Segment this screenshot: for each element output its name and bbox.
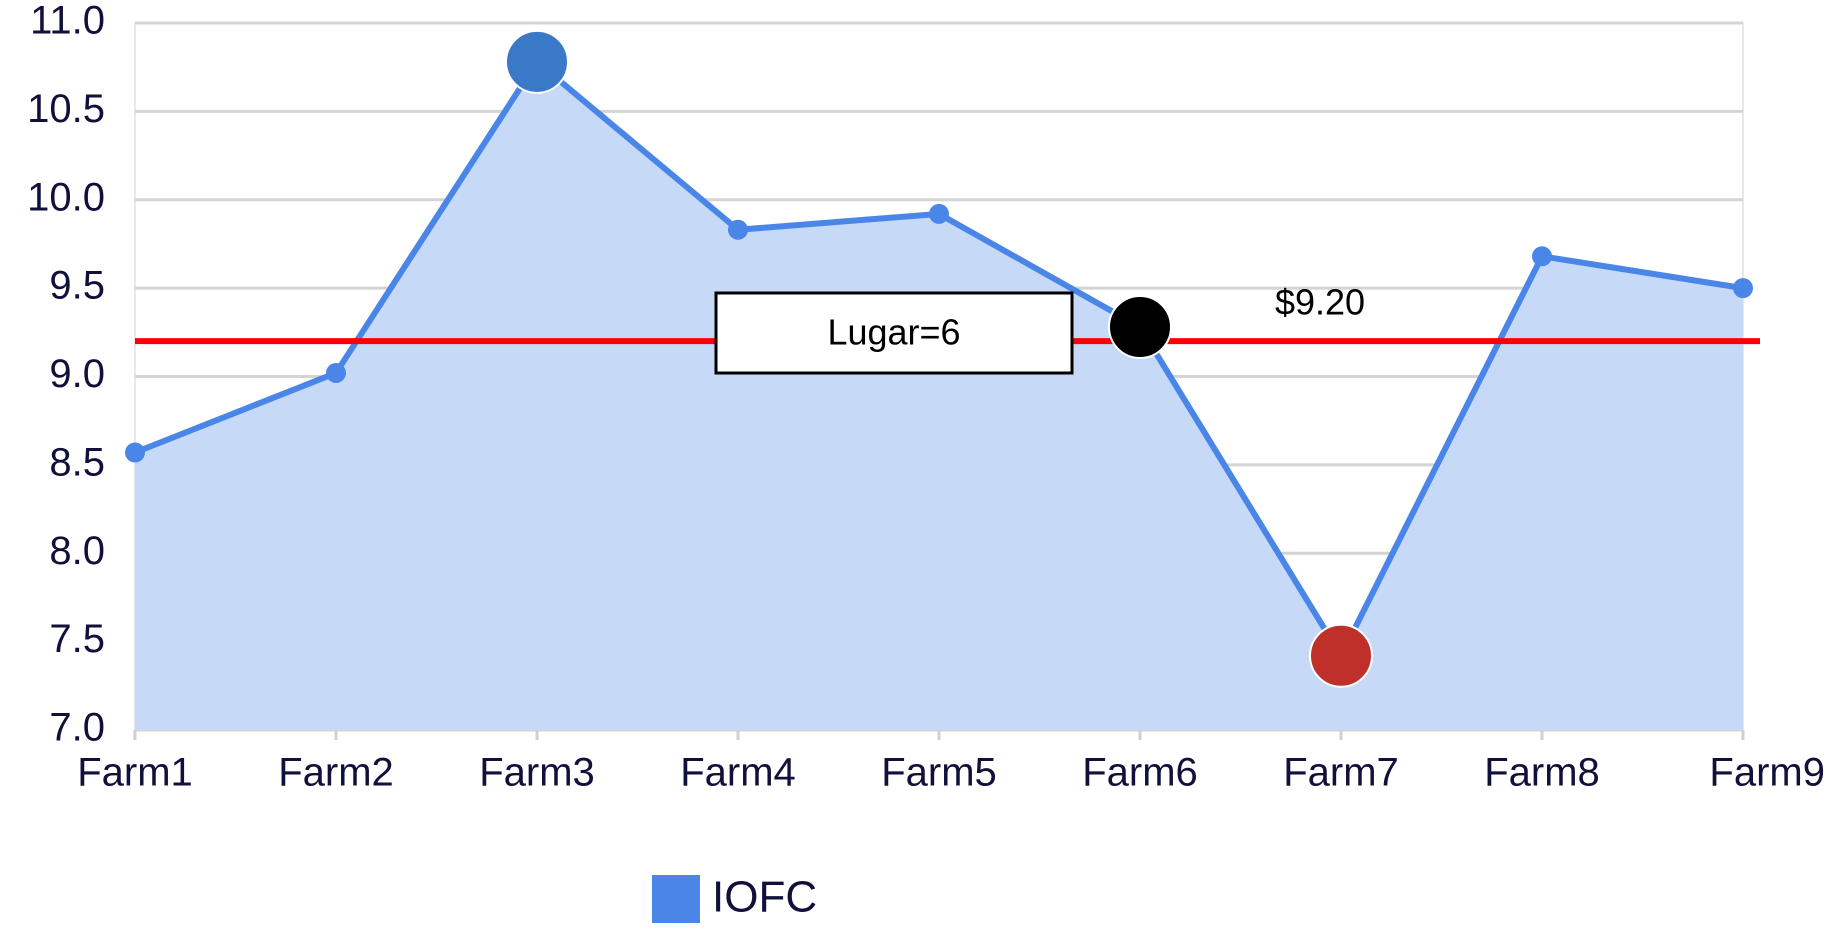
highlight-point bbox=[1108, 295, 1172, 360]
legend-label: IOFC bbox=[712, 873, 817, 922]
y-tick-label: 7.5 bbox=[49, 617, 105, 661]
y-tick-label: 11.0 bbox=[30, 0, 105, 43]
highlight-point bbox=[505, 29, 569, 94]
point bbox=[728, 219, 748, 240]
y-tick-label: 9.0 bbox=[49, 352, 105, 396]
area bbox=[135, 61, 1743, 730]
annotation-box bbox=[714, 291, 1074, 375]
x-tick-label: Farm5 bbox=[881, 751, 997, 795]
y-tick-label: 10.0 bbox=[27, 175, 105, 219]
y-tick-label: 10.5 bbox=[27, 87, 105, 131]
y-tick-label: 9.5 bbox=[49, 264, 105, 308]
x-tick-label: Farm3 bbox=[479, 751, 595, 795]
highlight-point bbox=[1309, 623, 1373, 688]
legend-swatch bbox=[652, 875, 700, 923]
y-tick-label: 7.0 bbox=[49, 706, 105, 750]
reference-label: $9.20 bbox=[1275, 282, 1365, 323]
x-tick-label: Farm1 bbox=[77, 751, 193, 795]
x-tick-label: Farm6 bbox=[1082, 751, 1198, 795]
x-tick-label: Farm9 bbox=[1709, 751, 1825, 795]
x-tick-label: Farm2 bbox=[278, 751, 394, 795]
point bbox=[1733, 278, 1753, 299]
point bbox=[1532, 246, 1552, 267]
x-tick-label: Farm7 bbox=[1283, 751, 1399, 795]
point bbox=[929, 203, 949, 224]
y-tick-label: 8.0 bbox=[49, 529, 105, 573]
x-tick-label: Farm8 bbox=[1484, 751, 1600, 795]
point bbox=[326, 362, 346, 383]
annotation-text: Lugar=6 bbox=[827, 312, 960, 353]
y-tick-label: 8.5 bbox=[49, 440, 105, 484]
x-tick-label: Farm4 bbox=[680, 751, 796, 795]
point bbox=[125, 442, 145, 463]
